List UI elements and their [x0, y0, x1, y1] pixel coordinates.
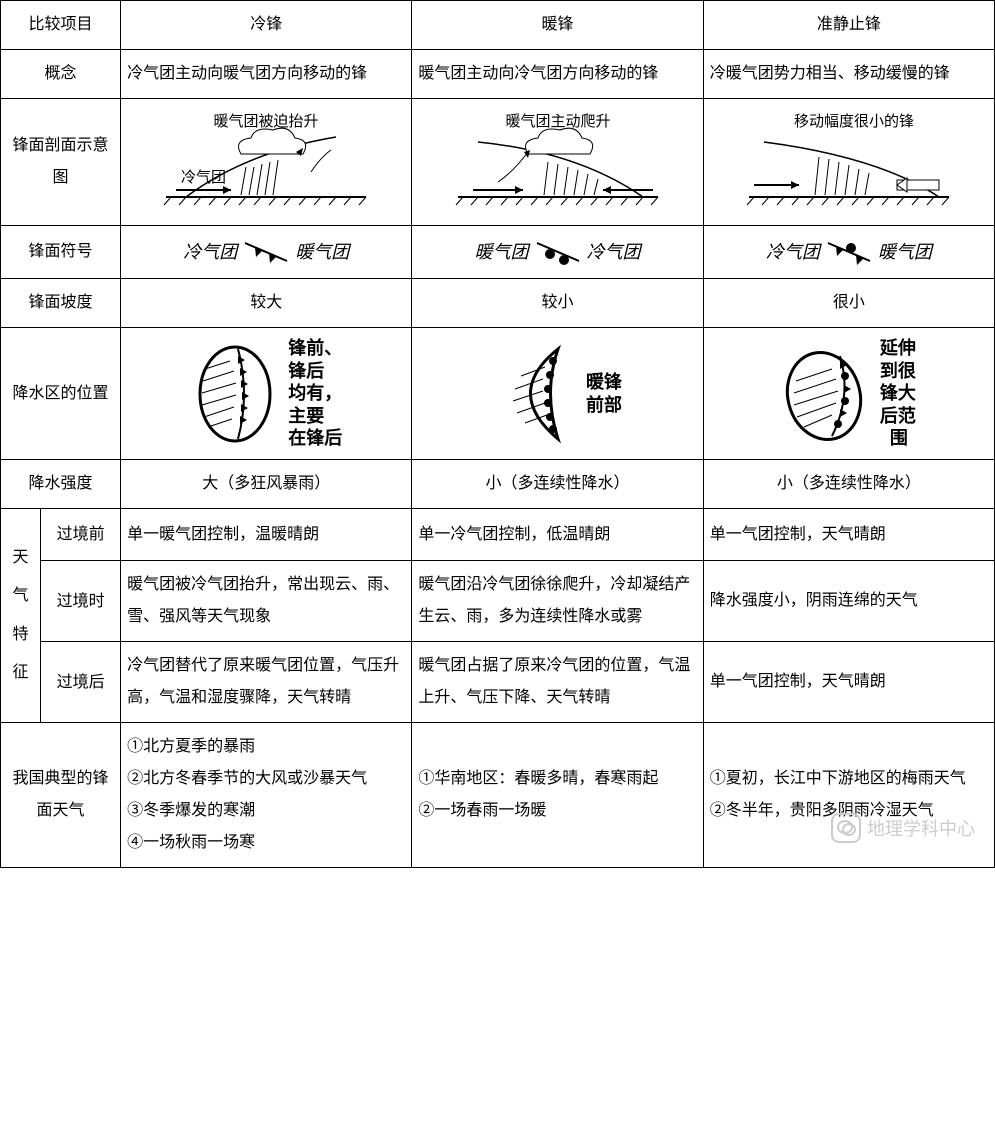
- weather-during-stat: 降水强度小，阴雨连绵的天气: [703, 561, 994, 642]
- symbol-warm-right: 冷气团: [587, 234, 641, 270]
- rainpos-cold-text: 锋前、 锋后 均有， 主要 在锋后: [288, 337, 342, 450]
- stationary-rain-icon: [782, 341, 872, 446]
- intensity-warm: 小（多连续性降水）: [412, 460, 703, 509]
- profile-stat-diagram: 移动幅度很小的锋: [703, 99, 994, 226]
- symbol-warm-left: 暖气团: [475, 234, 529, 270]
- weather-during-warm: 暖气团沿冷气团徐徐爬升，冷却凝结产生云、雨，多为连续性降水或雾: [412, 561, 703, 642]
- weather-before-stat: 单一气团控制，天气晴朗: [703, 509, 994, 561]
- symbol-cold: 冷气团 暖气团: [121, 226, 412, 279]
- svg-text:暖气团被迫抬升: 暖气团被迫抬升: [214, 113, 319, 130]
- front-comparison-table: 比较项目 冷锋 暖锋 准静止锋 概念 冷气团主动向暖气团方向移动的锋 暖气团主动…: [0, 0, 995, 868]
- examples-warm: ①华南地区：春暖多晴，春寒雨起 ②一场春雨一场暖: [412, 723, 703, 868]
- weather-group-label: 天气特征: [1, 509, 41, 723]
- warm-rain-icon: [493, 341, 578, 446]
- header-cold: 冷锋: [121, 1, 412, 50]
- rainpos-warm-text: 暖锋 前部: [586, 371, 622, 416]
- cold-rain-icon: [190, 341, 280, 446]
- slope-label: 锋面坡度: [1, 279, 121, 328]
- slope-stat: 很小: [703, 279, 994, 328]
- svg-text:冷气团: 冷气团: [181, 169, 226, 186]
- slope-warm: 较小: [412, 279, 703, 328]
- weather-after-label: 过境后: [41, 642, 121, 723]
- warm-front-icon: [533, 237, 583, 267]
- symbol-stat: 冷气团 暖气团: [703, 226, 994, 279]
- header-stat: 准静止锋: [703, 1, 994, 50]
- examples-row: 我国典型的锋面天气 ①北方夏季的暴雨 ②北方冬春季节的大风或沙暴天气 ③冬季爆发…: [1, 723, 995, 868]
- weather-before-warm: 单一冷气团控制，低温晴朗: [412, 509, 703, 561]
- weather-after-cold: 冷气团替代了原来暖气团位置，气压升高，气温和湿度骤降，天气转晴: [121, 642, 412, 723]
- symbol-stat-right: 暖气团: [878, 234, 932, 270]
- header-row: 比较项目 冷锋 暖锋 准静止锋: [1, 1, 995, 50]
- weather-during-label: 过境时: [41, 561, 121, 642]
- examples-label: 我国典型的锋面天气: [1, 723, 121, 868]
- symbol-row: 锋面符号 冷气团 暖气团 暖气团 冷气团: [1, 226, 995, 279]
- svg-text:暖气团主动爬升: 暖气团主动爬升: [505, 113, 610, 130]
- profile-cold-diagram: 暖气团被迫抬升 冷气团: [121, 99, 412, 226]
- concept-row: 概念 冷气团主动向暖气团方向移动的锋 暖气团主动向冷气团方向移动的锋 冷暖气团势…: [1, 50, 995, 99]
- rainpos-row: 降水区的位置 锋前、 锋后 均有，: [1, 328, 995, 460]
- profile-row: 锋面剖面示意图 暖气团被迫抬升 冷气团: [1, 99, 995, 226]
- rainpos-label: 降水区的位置: [1, 328, 121, 460]
- weather-during-row: 过境时 暖气团被冷气团抬升，常出现云、雨、雪、强风等天气现象 暖气团沿冷气团徐徐…: [1, 561, 995, 642]
- intensity-row: 降水强度 大（多狂风暴雨） 小（多连续性降水） 小（多连续性降水）: [1, 460, 995, 509]
- symbol-stat-left: 冷气团: [766, 234, 820, 270]
- rainpos-warm: 暖锋 前部: [412, 328, 703, 460]
- profile-label: 锋面剖面示意图: [1, 99, 121, 226]
- warm-profile-icon: 暖气团主动爬升: [438, 112, 678, 212]
- weather-after-warm: 暖气团占据了原来冷气团的位置，气温上升、气压下降、天气转晴: [412, 642, 703, 723]
- cold-front-icon: [241, 237, 291, 267]
- examples-cold: ①北方夏季的暴雨 ②北方冬春季节的大风或沙暴天气 ③冬季爆发的寒潮 ④一场秋雨一…: [121, 723, 412, 868]
- symbol-label: 锋面符号: [1, 226, 121, 279]
- intensity-label: 降水强度: [1, 460, 121, 509]
- concept-warm: 暖气团主动向冷气团方向移动的锋: [412, 50, 703, 99]
- stationary-profile-icon: 移动幅度很小的锋: [729, 112, 969, 212]
- weather-during-cold: 暖气团被冷气团抬升，常出现云、雨、雪、强风等天气现象: [121, 561, 412, 642]
- symbol-cold-left: 冷气团: [183, 234, 237, 270]
- svg-text:移动幅度很小的锋: 移动幅度很小的锋: [794, 113, 914, 130]
- intensity-cold: 大（多狂风暴雨）: [121, 460, 412, 509]
- concept-stat: 冷暖气团势力相当、移动缓慢的锋: [703, 50, 994, 99]
- concept-label: 概念: [1, 50, 121, 99]
- slope-row: 锋面坡度 较大 较小 很小: [1, 279, 995, 328]
- weather-after-stat: 单一气团控制，天气晴朗: [703, 642, 994, 723]
- header-warm: 暖锋: [412, 1, 703, 50]
- slope-cold: 较大: [121, 279, 412, 328]
- weather-before-cold: 单一暖气团控制，温暖晴朗: [121, 509, 412, 561]
- weather-before-row: 天气特征 过境前 单一暖气团控制，温暖晴朗 单一冷气团控制，低温晴朗 单一气团控…: [1, 509, 995, 561]
- rainpos-stat: 延伸 到很 锋大 后范 围: [703, 328, 994, 460]
- concept-cold: 冷气团主动向暖气团方向移动的锋: [121, 50, 412, 99]
- cold-profile-icon: 暖气团被迫抬升 冷气团: [146, 112, 386, 212]
- weather-before-label: 过境前: [41, 509, 121, 561]
- rainpos-stat-text: 延伸 到很 锋大 后范 围: [880, 337, 916, 450]
- symbol-cold-right: 暖气团: [295, 234, 349, 270]
- examples-stat: ①夏初，长江中下游地区的梅雨天气 ②冬半年，贵阳多阴雨冷湿天气: [703, 723, 994, 868]
- header-item: 比较项目: [1, 1, 121, 50]
- symbol-warm: 暖气团 冷气团: [412, 226, 703, 279]
- stationary-front-icon: [824, 237, 874, 267]
- profile-warm-diagram: 暖气团主动爬升: [412, 99, 703, 226]
- intensity-stat: 小（多连续性降水）: [703, 460, 994, 509]
- rainpos-cold: 锋前、 锋后 均有， 主要 在锋后: [121, 328, 412, 460]
- weather-after-row: 过境后 冷气团替代了原来暖气团位置，气压升高，气温和湿度骤降，天气转晴 暖气团占…: [1, 642, 995, 723]
